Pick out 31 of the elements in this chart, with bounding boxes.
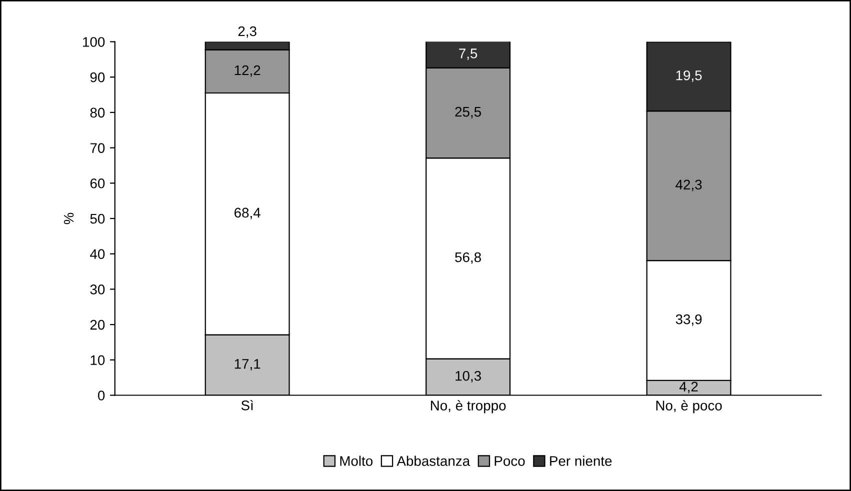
data-label: 33,9 — [676, 314, 702, 326]
y-axis-title: % — [64, 212, 74, 224]
data-label: 56,8 — [455, 252, 481, 264]
data-label: 4,2 — [679, 382, 698, 394]
legend-label: Molto — [340, 456, 373, 466]
y-tick-label: 80 — [90, 108, 105, 118]
y-tick-label: 20 — [90, 320, 105, 330]
y-tick-label: 90 — [90, 72, 105, 82]
y-tick-label: 70 — [90, 143, 105, 153]
x-tick-label: Sì — [241, 400, 253, 410]
data-label: 2,3 — [238, 26, 256, 38]
y-tick-label: 40 — [90, 249, 105, 260]
data-label: 19,5 — [676, 70, 702, 82]
data-label: 25,5 — [455, 106, 481, 118]
y-tick-label: 60 — [90, 178, 105, 188]
y-tick-label: 10 — [90, 355, 105, 366]
x-tick-label: No, è troppo — [430, 400, 506, 414]
y-tick-label: 100 — [83, 37, 105, 47]
data-label: 68,4 — [234, 208, 260, 220]
legend-label: Abbastanza — [396, 456, 470, 466]
x-tick-label: No, è poco — [656, 400, 722, 414]
data-label: 12,2 — [234, 65, 260, 77]
data-label: 7,5 — [459, 48, 478, 60]
data-label: 42,3 — [676, 180, 702, 192]
legend-label: Poco — [494, 456, 525, 466]
y-tick-label: 30 — [90, 284, 105, 294]
legend-label: Per niente — [550, 456, 612, 466]
data-label: 10,3 — [456, 370, 481, 382]
y-tick-label: 50 — [90, 214, 105, 224]
data-label: 17,1 — [234, 359, 260, 370]
y-tick-label: 0 — [98, 390, 105, 400]
